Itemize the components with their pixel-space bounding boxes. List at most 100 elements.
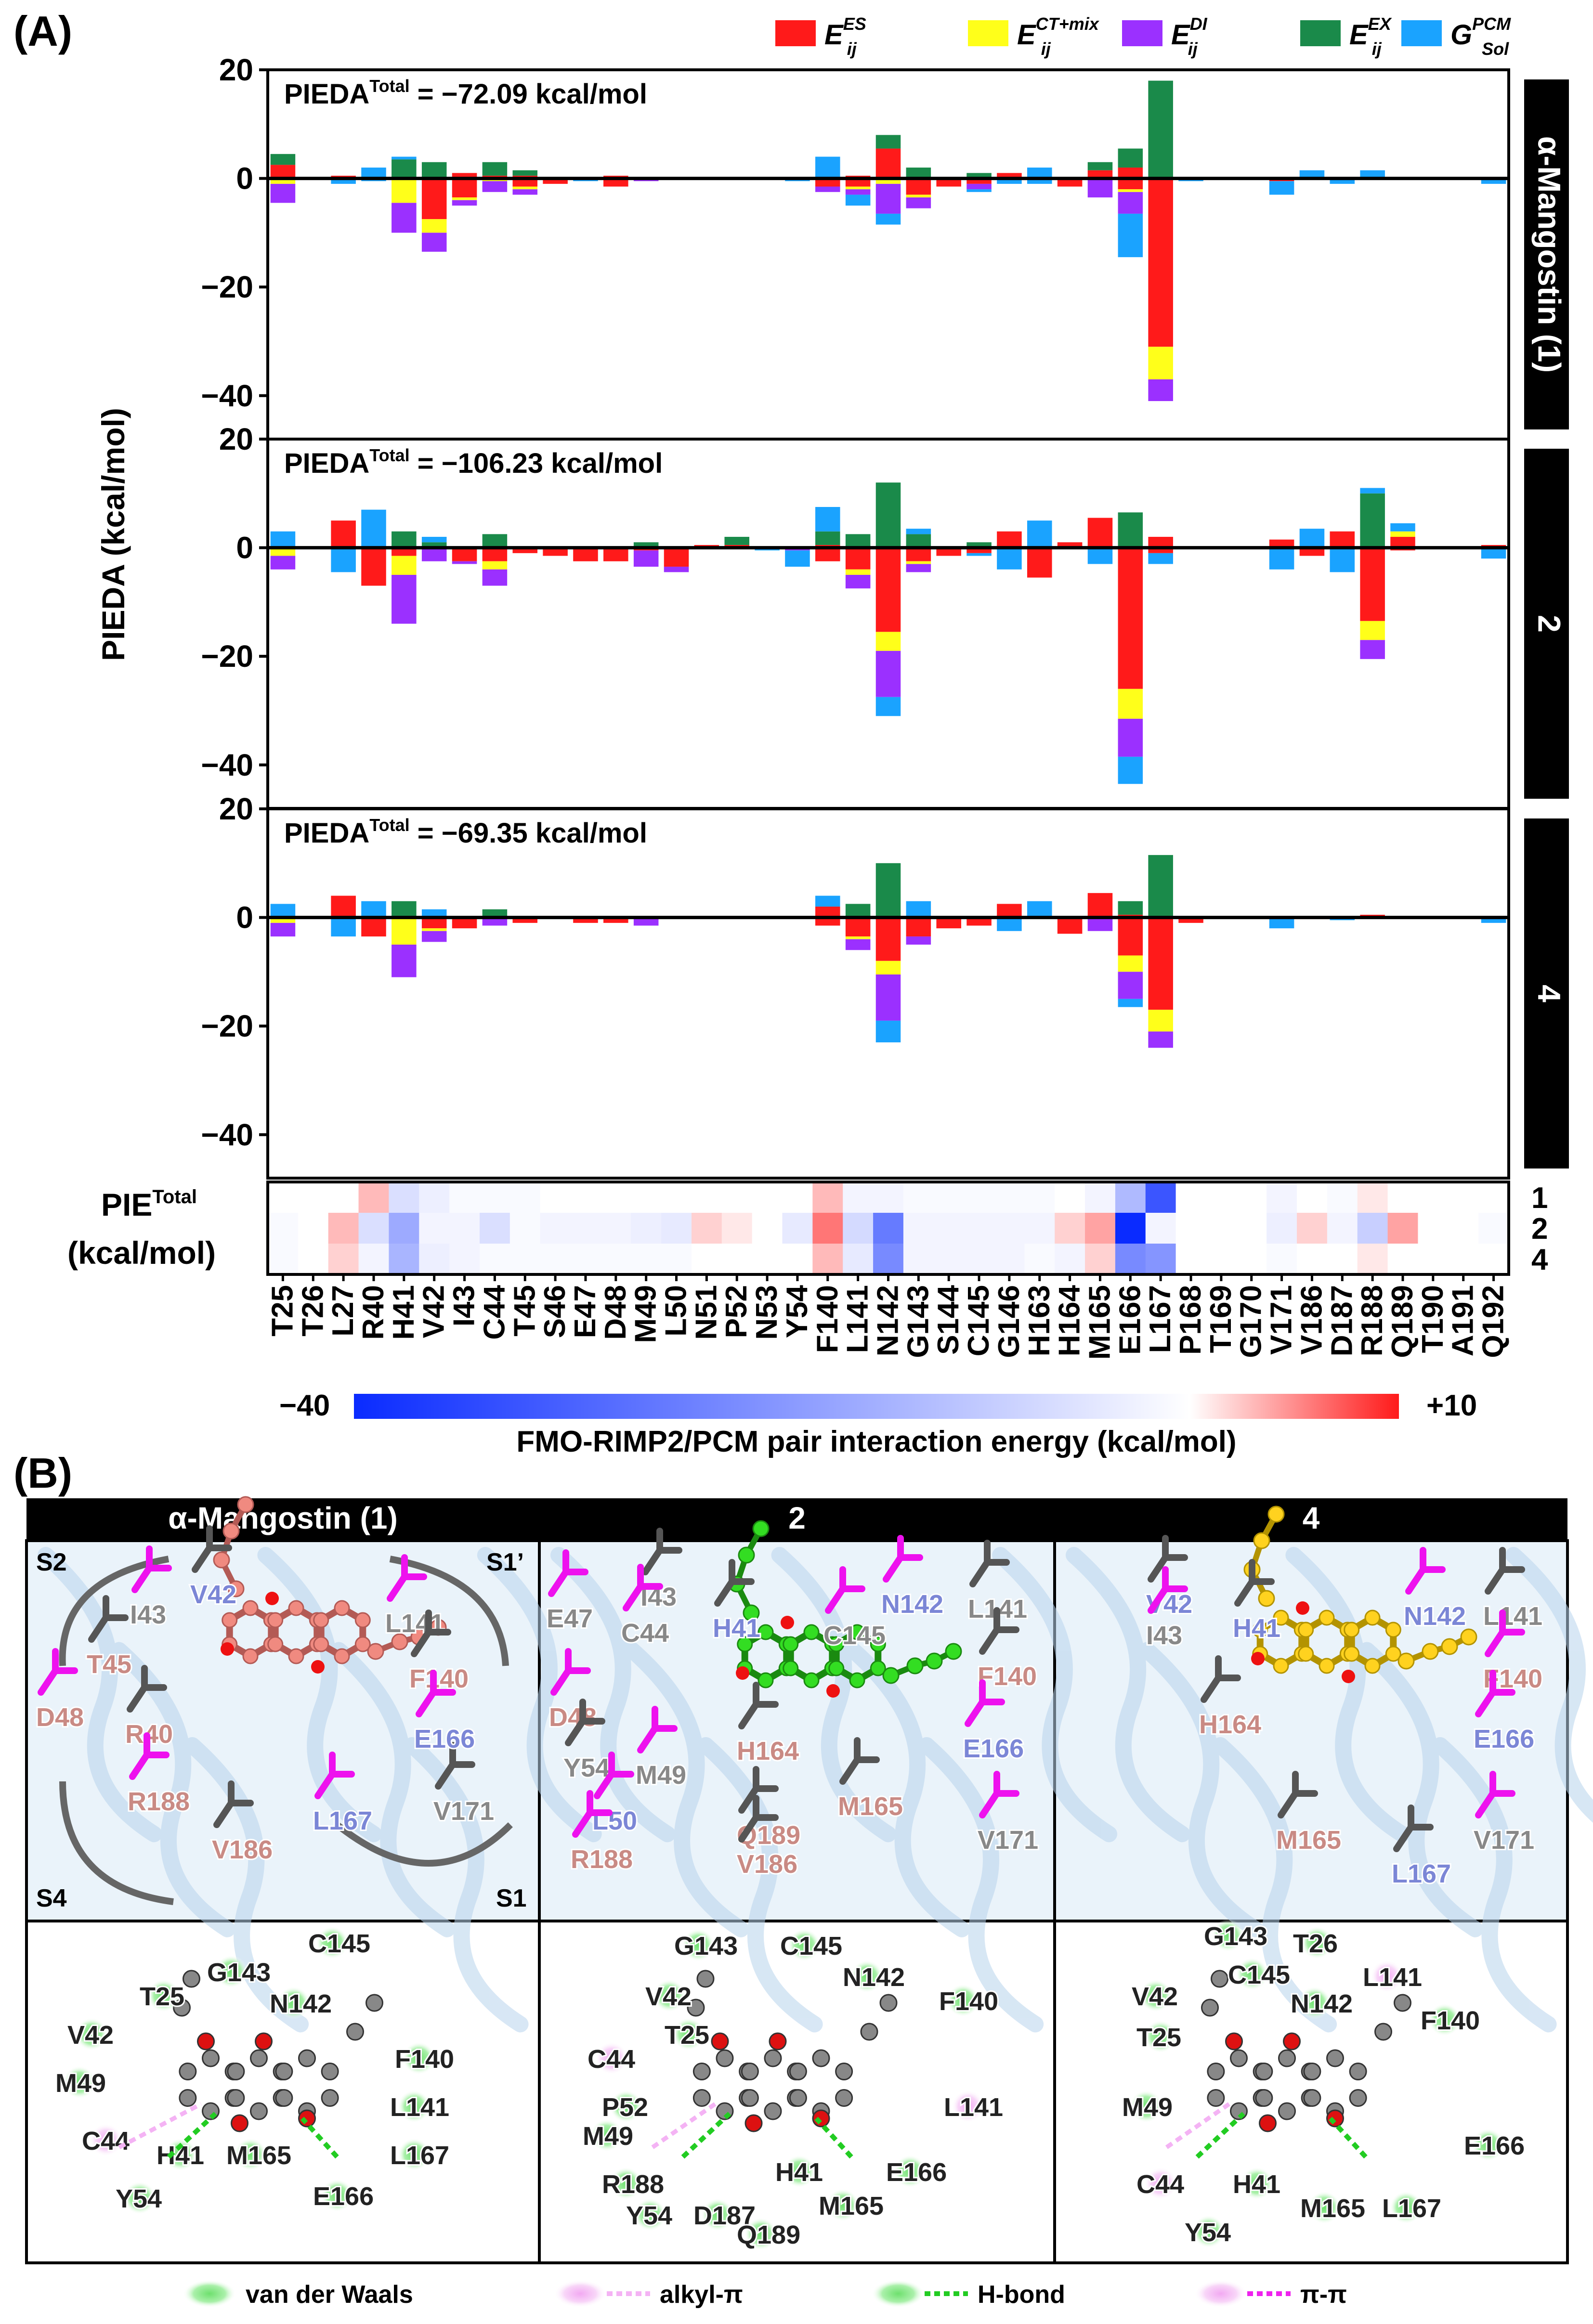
bar-V186-sol bbox=[1299, 529, 1325, 548]
heatmap-cell-4-C44 bbox=[479, 1244, 510, 1275]
x-tick-label-N142: N142 bbox=[872, 1285, 905, 1356]
pieda-total-text: PIEDATotal = −69.35 kcal/mol bbox=[284, 815, 647, 849]
bar-H41-sol bbox=[392, 156, 417, 160]
heatmap-cell-1-R188 bbox=[1357, 1182, 1388, 1213]
map-residue-glow bbox=[653, 1979, 686, 2012]
bar-L167-sol bbox=[1148, 553, 1173, 564]
x-tick-label-T169: T169 bbox=[1204, 1285, 1238, 1353]
map-label-M165: M165 bbox=[226, 2141, 291, 2170]
bar-N142-es bbox=[875, 547, 901, 632]
bar-V171-sol bbox=[1269, 181, 1294, 195]
heatmap-cell-1-P168 bbox=[1175, 1182, 1207, 1213]
bar-N142-di bbox=[875, 650, 901, 697]
bar-C145-es bbox=[966, 547, 992, 553]
hbond-line bbox=[1195, 2112, 1245, 2159]
residue-stick bbox=[1485, 1610, 1525, 1657]
bar-G146-sol bbox=[997, 917, 1022, 931]
bar-L167-es bbox=[1148, 547, 1173, 553]
bar-R40-sol bbox=[361, 168, 386, 179]
colorbar-title: FMO-RIMP2/PCM pair interaction energy (k… bbox=[516, 1425, 1236, 1458]
side-label-2: 2 bbox=[1524, 449, 1569, 799]
structure-label-C44: C44 bbox=[621, 1619, 669, 1648]
map-residue-glow bbox=[1298, 1986, 1331, 2019]
pocket-label-s1: S1 bbox=[496, 1884, 527, 1912]
bar-V42-sol bbox=[421, 537, 447, 543]
bar-V171-sol bbox=[1269, 917, 1294, 929]
heatmap-cell-2-T45 bbox=[509, 1213, 541, 1244]
map-label-E166: E166 bbox=[886, 2158, 947, 2187]
map-residue-glow bbox=[1390, 2191, 1423, 2224]
bar-L141-di bbox=[845, 574, 871, 589]
map-residue-glow bbox=[788, 1929, 821, 1961]
bar-N142-di bbox=[875, 183, 901, 214]
y-tick-label: −20 bbox=[201, 1009, 253, 1043]
structure-label-V171: V171 bbox=[433, 1797, 494, 1826]
bar-I43-es bbox=[452, 547, 477, 561]
bar-C145-sol bbox=[966, 189, 992, 192]
map-residue-glow bbox=[1130, 2090, 1162, 2123]
bar-H41-ct bbox=[392, 917, 417, 945]
x-tick-label-C145: C145 bbox=[962, 1285, 995, 1356]
residue-stick bbox=[1475, 1670, 1515, 1717]
heatmap-cell-2-L167 bbox=[1145, 1213, 1176, 1244]
y-tick-label: 0 bbox=[236, 531, 253, 565]
heatmap-cell-1-C44 bbox=[479, 1182, 510, 1213]
side-label-text: 2 bbox=[1532, 615, 1567, 633]
structure-label-V186: V186 bbox=[212, 1835, 273, 1864]
bar-R40-es bbox=[361, 917, 386, 937]
bar-F140-sol bbox=[815, 896, 840, 907]
legend-glow bbox=[183, 2280, 236, 2308]
residue-stick bbox=[738, 1682, 779, 1729]
x-tick-label-H164: H164 bbox=[1053, 1285, 1086, 1356]
heatmap-cell-1-L167 bbox=[1145, 1182, 1176, 1213]
bar-G146-es bbox=[997, 904, 1022, 918]
bar-R188-ex bbox=[1360, 493, 1385, 548]
heatmap-cell-2-D48 bbox=[601, 1213, 631, 1244]
heatmap-cell-4-C145 bbox=[964, 1244, 995, 1275]
heatmap-cell-1-T45 bbox=[509, 1182, 541, 1213]
x-tick-label-L27: L27 bbox=[326, 1285, 360, 1337]
legend-text-es: EES ij bbox=[824, 14, 866, 59]
structure-label-L167: L167 bbox=[313, 1806, 372, 1835]
residue-stick bbox=[88, 1595, 129, 1643]
map-residue-glow bbox=[634, 2198, 666, 2231]
hbond-line bbox=[814, 2116, 853, 2159]
heatmap-cell-4-Y54 bbox=[782, 1244, 813, 1275]
map-residue-glow bbox=[894, 2155, 927, 2188]
x-tick-label-A191: A191 bbox=[1447, 1285, 1480, 1356]
legend-swatch-ct bbox=[968, 20, 1008, 46]
map-label-D187: D187 bbox=[693, 2201, 756, 2230]
bar-H41-di bbox=[392, 574, 417, 624]
legend-text-di: EDI ij bbox=[1171, 14, 1208, 59]
heatmap-cell-4-G146 bbox=[994, 1244, 1025, 1275]
heatmap-cell-2-V171 bbox=[1267, 1213, 1297, 1244]
side-label-text: 4 bbox=[1532, 985, 1567, 1002]
bar-G143-ex bbox=[906, 168, 931, 179]
map-residue-glow bbox=[1212, 1919, 1244, 1952]
panel-b-header-1: α-Mangostin (1) bbox=[168, 1501, 398, 1535]
map-residue-glow bbox=[1428, 2003, 1461, 2036]
map-residue-glow bbox=[123, 2181, 156, 2214]
residue-stick bbox=[129, 1732, 170, 1780]
bar-L27-sol bbox=[331, 178, 356, 184]
residue-stick bbox=[594, 1752, 634, 1799]
legend-item-ex: EEX ij bbox=[1300, 14, 1392, 59]
x-tick-label-V42: V42 bbox=[418, 1285, 451, 1338]
structure-label-E166: E166 bbox=[963, 1734, 1024, 1763]
residue-stick bbox=[738, 1766, 779, 1814]
bar-H163-sol bbox=[1027, 520, 1052, 548]
map-residue-glow bbox=[277, 1986, 310, 2019]
pieda-total-text: PIEDATotal = −106.23 kcal/mol bbox=[284, 445, 663, 479]
map-residue-glow bbox=[90, 2124, 122, 2156]
structure-label-I43: I43 bbox=[130, 1600, 166, 1629]
structure-label-E47: E47 bbox=[547, 1604, 593, 1633]
residue-stick bbox=[642, 1528, 682, 1575]
x-tick-label-R188: R188 bbox=[1356, 1285, 1389, 1356]
bar-H163-sol bbox=[1027, 178, 1052, 184]
heatmap-cell-1-E166 bbox=[1115, 1182, 1146, 1213]
map-label-E166: E166 bbox=[1464, 2131, 1525, 2160]
map-residue-glow bbox=[947, 1984, 979, 2017]
map-residue-glow bbox=[403, 2042, 435, 2075]
bar-R188-ct bbox=[1360, 621, 1385, 640]
